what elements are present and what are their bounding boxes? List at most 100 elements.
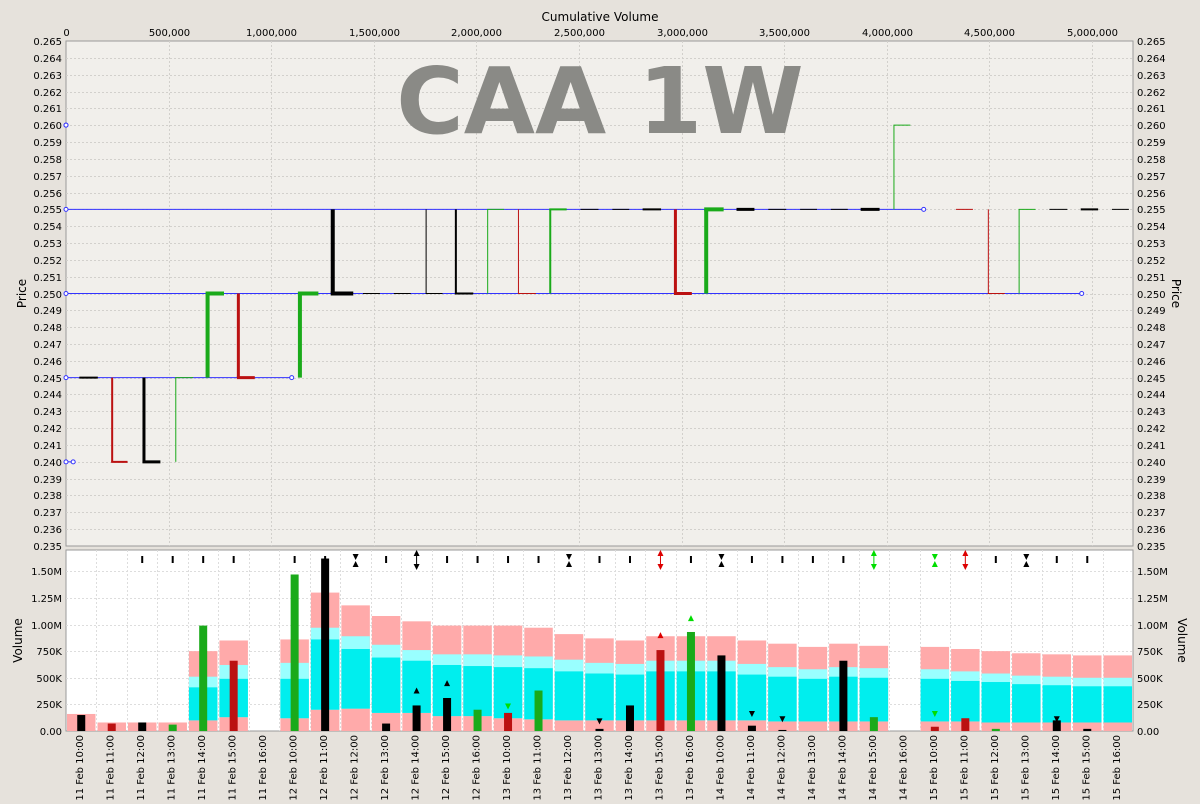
volume-small-arrow bbox=[687, 615, 694, 622]
price-y-tick-label-right: 0.256 bbox=[1137, 189, 1166, 200]
price-x-tick-label: 2,000,000 bbox=[451, 28, 502, 39]
volume-bar bbox=[1052, 720, 1061, 731]
volume-x-tick-label: 12 Feb 14:00 bbox=[411, 735, 422, 800]
price-y-tick-label-left: 0.245 bbox=[33, 374, 62, 385]
volume-bar bbox=[138, 722, 147, 731]
price-y-tick-label-left: 0.237 bbox=[33, 508, 62, 519]
volume-bar bbox=[199, 625, 208, 731]
price-level-start-marker bbox=[63, 206, 69, 212]
volume-x-tick-label: 12 Feb 12:00 bbox=[350, 735, 361, 800]
volume-small-arrow bbox=[413, 687, 420, 694]
volume-bar bbox=[1083, 728, 1092, 731]
volume-marker-hourglass-bottom bbox=[1023, 561, 1030, 567]
price-y-tick-label-left: 0.243 bbox=[33, 407, 62, 418]
volume-marker-hourglass-bottom bbox=[352, 561, 359, 567]
volume-x-tick-label: 15 Feb 14:00 bbox=[1051, 735, 1062, 800]
price-x-tick-label: 4,000,000 bbox=[862, 28, 913, 39]
price-y-tick-label-right: 0.235 bbox=[1137, 542, 1166, 553]
volume-y-axis-title-right: Volume bbox=[1175, 618, 1189, 663]
volume-x-tick-label: 14 Feb 11:00 bbox=[746, 735, 757, 800]
volume-x-tick-label: 11 Feb 12:00 bbox=[136, 735, 147, 800]
volume-x-tick-label: 15 Feb 13:00 bbox=[1020, 735, 1031, 800]
volume-x-tick-label: 15 Feb 15:00 bbox=[1081, 735, 1092, 800]
volume-band-inner bbox=[768, 676, 797, 722]
volume-marker-down-arrow bbox=[962, 564, 969, 570]
volume-x-tick-label: 14 Feb 15:00 bbox=[868, 735, 879, 800]
volume-band-inner bbox=[951, 680, 980, 722]
price-y-tick-label-right: 0.257 bbox=[1137, 172, 1166, 183]
volume-y-tick-label-right: 1.00M bbox=[1137, 621, 1168, 632]
price-x-tick-label: 2,500,000 bbox=[554, 28, 605, 39]
price-y-tick-label-left: 0.263 bbox=[33, 71, 62, 82]
price-x-tick-label: 3,500,000 bbox=[759, 28, 810, 39]
price-x-tick-label: 5,000,000 bbox=[1067, 28, 1118, 39]
price-y-tick-label-left: 0.239 bbox=[33, 475, 62, 486]
volume-marker-up-arrow bbox=[870, 550, 877, 556]
price-level-end-marker bbox=[63, 122, 69, 128]
volume-marker-down-arrow bbox=[657, 564, 664, 570]
volume-band-inner bbox=[981, 682, 1011, 723]
volume-marker-hourglass-bottom bbox=[931, 561, 938, 567]
volume-marker-hourglass-bottom bbox=[718, 561, 725, 567]
volume-bar bbox=[534, 690, 543, 731]
price-level-start-marker bbox=[63, 375, 69, 381]
price-y-tick-label-left: 0.253 bbox=[33, 239, 62, 250]
volume-band-inner bbox=[1012, 684, 1041, 723]
volume-bar bbox=[778, 729, 787, 731]
volume-bar bbox=[504, 712, 513, 731]
volume-bar bbox=[747, 725, 756, 731]
volume-small-arrow bbox=[1053, 716, 1060, 723]
volume-x-tick-label: 15 Feb 16:00 bbox=[1112, 735, 1123, 800]
volume-bar bbox=[869, 717, 878, 731]
price-y-tick-label-right: 0.247 bbox=[1137, 340, 1166, 351]
price-y-tick-label-left: 0.240 bbox=[33, 458, 62, 469]
volume-x-tick-label: 14 Feb 14:00 bbox=[837, 735, 848, 800]
price-y-tick-label-right: 0.258 bbox=[1137, 155, 1166, 166]
price-x-tick-label: 500,000 bbox=[149, 28, 190, 39]
volume-bar bbox=[168, 724, 177, 731]
price-y-tick-label-left: 0.265 bbox=[33, 37, 62, 48]
volume-y-tick-label-right: 1.50M bbox=[1137, 567, 1168, 578]
volume-y-tick-label-left: 750K bbox=[36, 647, 62, 658]
price-y-tick-label-right: 0.264 bbox=[1137, 54, 1166, 65]
volume-band-inner bbox=[554, 671, 584, 721]
price-y-tick-label-left: 0.238 bbox=[33, 491, 62, 502]
price-y-tick-label-right: 0.244 bbox=[1137, 390, 1166, 401]
volume-bar bbox=[107, 723, 116, 731]
price-y-tick-label-left: 0.260 bbox=[33, 121, 62, 132]
volume-marker-hourglass-top bbox=[1023, 554, 1030, 560]
price-level-start-marker bbox=[63, 459, 69, 465]
price-y-tick-label-left: 0.247 bbox=[33, 340, 62, 351]
volume-marker-up-arrow bbox=[962, 550, 969, 556]
price-y-tick-label-left: 0.264 bbox=[33, 54, 62, 65]
price-y-tick-label-left: 0.236 bbox=[33, 525, 62, 536]
volume-bar bbox=[290, 574, 299, 731]
price-y-tick-label-left: 0.254 bbox=[33, 222, 62, 233]
volume-bar bbox=[412, 705, 421, 731]
price-y-tick-label-right: 0.260 bbox=[1137, 121, 1166, 132]
volume-x-tick-label: 15 Feb 10:00 bbox=[929, 735, 940, 800]
volume-x-tick-label: 12 Feb 13:00 bbox=[380, 735, 391, 800]
price-y-tick-label-left: 0.262 bbox=[33, 88, 62, 99]
volume-y-tick-label-left: 250K bbox=[36, 700, 62, 711]
volume-marker-hourglass-top bbox=[718, 554, 725, 560]
volume-x-tick-label: 11 Feb 10:00 bbox=[75, 735, 86, 800]
volume-marker-hourglass-top bbox=[566, 554, 573, 560]
volume-band-inner bbox=[798, 678, 828, 722]
volume-x-tick-label: 13 Feb 13:00 bbox=[594, 735, 605, 800]
price-y-tick-label-right: 0.239 bbox=[1137, 475, 1166, 486]
volume-bar bbox=[991, 728, 1000, 731]
price-y-tick-label-right: 0.243 bbox=[1137, 407, 1166, 418]
volume-marker-up-arrow bbox=[657, 550, 664, 556]
volume-small-arrow bbox=[444, 680, 451, 687]
volume-band-inner bbox=[371, 657, 401, 713]
price-y-tick-label-left: 0.252 bbox=[33, 256, 62, 267]
price-y-tick-label-left: 0.241 bbox=[33, 441, 62, 452]
price-y-tick-label-right: 0.242 bbox=[1137, 424, 1166, 435]
price-y-tick-label-left: 0.251 bbox=[33, 273, 62, 284]
volume-y-tick-label-right: 1.25M bbox=[1137, 594, 1168, 605]
volume-x-tick-label: 14 Feb 13:00 bbox=[807, 735, 818, 800]
price-x-tick-label: 3,000,000 bbox=[657, 28, 708, 39]
volume-bar bbox=[473, 709, 482, 731]
